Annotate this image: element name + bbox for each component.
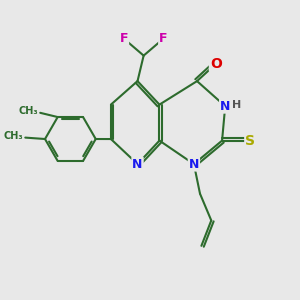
Text: F: F: [120, 32, 128, 45]
Text: F: F: [159, 32, 168, 45]
Text: N: N: [220, 100, 230, 113]
Text: N: N: [132, 158, 143, 171]
Text: S: S: [245, 134, 255, 148]
Text: O: O: [210, 57, 222, 71]
Text: N: N: [189, 158, 199, 171]
Text: H: H: [232, 100, 242, 110]
Text: CH₃: CH₃: [18, 106, 38, 116]
Text: CH₃: CH₃: [3, 131, 23, 141]
